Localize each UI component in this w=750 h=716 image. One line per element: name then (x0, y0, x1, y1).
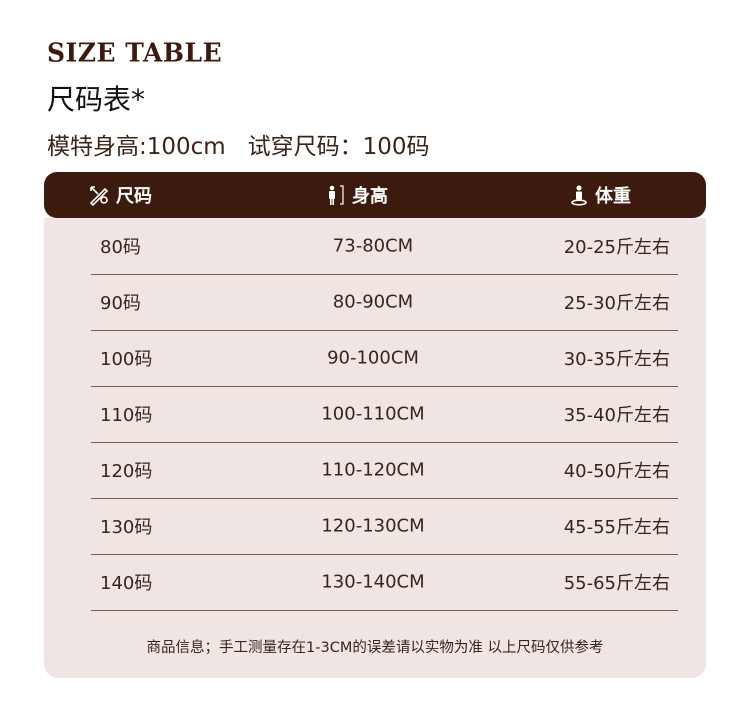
table-row: 100码 90-100CM 30-35斤左右 (91, 330, 678, 387)
height-cell: 73-80CM (332, 235, 414, 257)
height-cell: 90-100CM (327, 347, 419, 369)
height-cell: 100-110CM (321, 403, 425, 425)
person-scale-icon (571, 185, 587, 206)
weight-cell: 20-25斤左右 (563, 237, 670, 258)
size-cell: 100码 (100, 349, 153, 370)
weight-cell: 30-35斤左右 (563, 349, 670, 370)
height-cell: 120-130CM (321, 515, 425, 537)
size-cell: 110码 (100, 405, 153, 426)
header-label: 尺码 (116, 186, 152, 207)
weight-cell: 25-30斤左右 (563, 293, 670, 314)
ruler-pencil-icon (89, 186, 109, 206)
weight-cell: 40-50斤左右 (563, 461, 670, 482)
header-label: 体重 (595, 186, 631, 207)
header-label: 身高 (352, 186, 388, 207)
table-header: 尺码 身高 体重 (44, 172, 706, 218)
height-cell: 110-120CM (321, 459, 425, 481)
height-cell: 80-90CM (332, 291, 414, 313)
footer-note: 商品信息；手工测量存在1-3CM的误差请以实物为准 以上尺码仅供参考 (146, 640, 604, 656)
table-row: 80码 73-80CM 20-25斤左右 (91, 218, 678, 275)
weight-cell: 45-55斤左右 (563, 517, 670, 538)
model-info: 模特身高:100cm 试穿尺码：100码 (47, 134, 430, 160)
title-english: SIZE TABLE (47, 37, 223, 68)
header-height: 身高 (326, 172, 388, 218)
table-row: 110码 100-110CM 35-40斤左右 (91, 386, 678, 443)
size-cell: 90码 (100, 293, 141, 314)
weight-cell: 55-65斤左右 (563, 573, 670, 594)
size-cell: 120码 (100, 461, 153, 482)
person-height-icon (329, 185, 344, 205)
table-row: 140码 130-140CM 55-65斤左右 (91, 554, 678, 611)
header-weight: 体重 (569, 172, 631, 218)
table-body: 80码 73-80CM 20-25斤左右 90码 80-90CM 25-30斤左右 10… (44, 218, 706, 678)
size-cell: 140码 (100, 573, 153, 594)
size-cell: 130码 (100, 517, 153, 538)
height-cell: 130-140CM (321, 571, 425, 593)
title-chinese: 尺码表* (47, 83, 146, 116)
header-size: 尺码 (88, 172, 152, 218)
weight-cell: 35-40斤左右 (563, 405, 670, 426)
table-row: 130码 120-130CM 45-55斤左右 (91, 498, 678, 555)
table-row: 90码 80-90CM 25-30斤左右 (91, 274, 678, 331)
size-cell: 80码 (100, 237, 141, 258)
table-row: 120码 110-120CM 40-50斤左右 (91, 442, 678, 499)
